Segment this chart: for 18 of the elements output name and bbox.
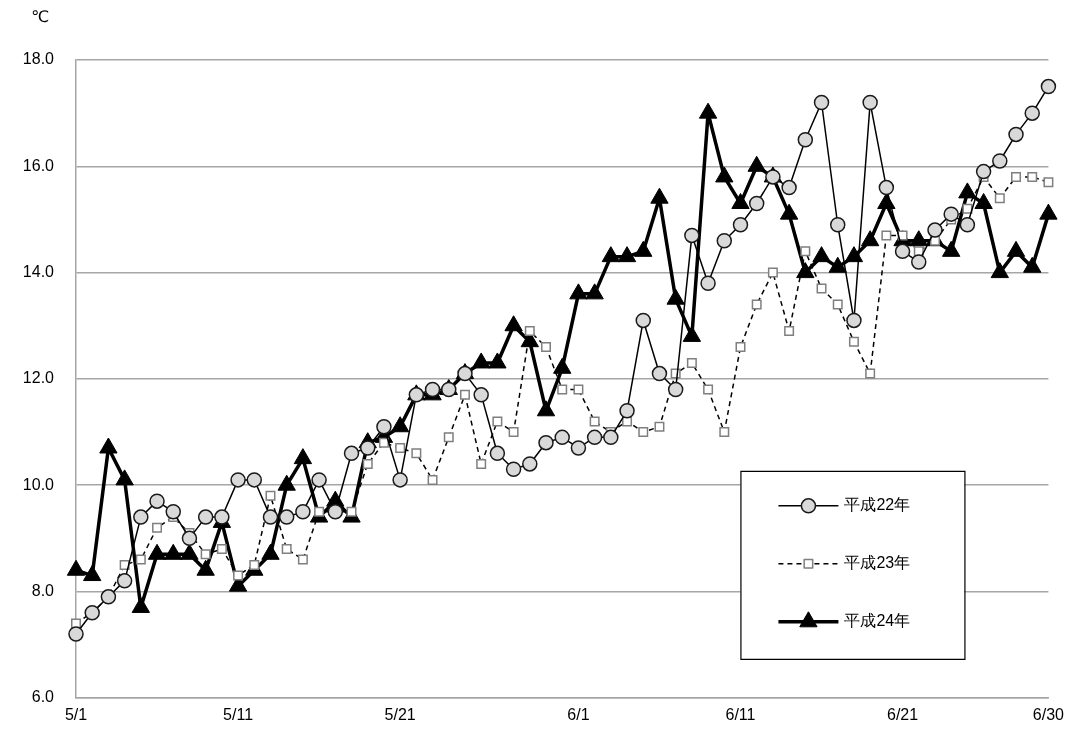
y-tick-label: 14.0 xyxy=(22,263,55,281)
x-tick-label: 6/21 xyxy=(886,705,919,723)
y-tick-label: 6.0 xyxy=(31,688,55,706)
legend-label: 平成22年 xyxy=(844,496,911,514)
x-tick-label: 6/1 xyxy=(567,705,590,723)
x-tick-label: 6/11 xyxy=(725,705,756,723)
y-tick-label: 18.0 xyxy=(22,50,55,68)
y-axis-title: ℃ xyxy=(31,8,50,26)
legend-label: 平成24年 xyxy=(844,612,911,630)
x-tick-label: 6/30 xyxy=(1032,705,1065,723)
x-tick-label: 5/11 xyxy=(223,705,254,723)
y-tick-label: 10.0 xyxy=(22,475,55,493)
y-tick-label: 8.0 xyxy=(31,581,55,599)
y-tick-label: 16.0 xyxy=(22,156,55,174)
x-tick-label: 5/1 xyxy=(64,705,88,723)
y-tick-label: 12.0 xyxy=(22,369,55,387)
legend-label: 平成23年 xyxy=(844,554,911,572)
x-tick-label: 5/21 xyxy=(384,705,416,723)
